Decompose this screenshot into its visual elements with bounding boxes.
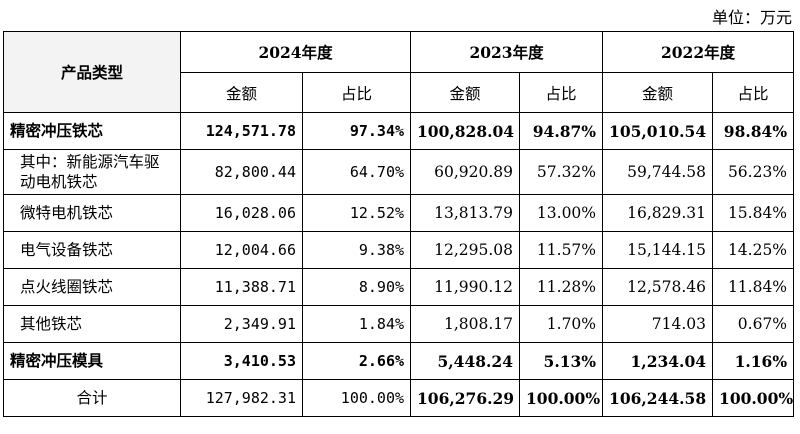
header-year-2022: 2022年度 (602, 31, 795, 73)
cell-ratio-2022: 56.23% (712, 149, 795, 195)
cell-ratio-2024: 8.90% (301, 268, 412, 306)
header-ratio-2023: 占比 (519, 72, 604, 113)
cell-ratio-2022: 15.84% (712, 194, 795, 232)
cell-amount-2024: 16,028.06 (180, 194, 303, 232)
header-amount-2024: 金额 (180, 72, 303, 113)
header-ratio-2022: 占比 (712, 72, 795, 113)
header-year-2024: 2024年度 (179, 31, 412, 73)
cell-amount-2024: 3,410.53 (180, 342, 303, 380)
cell-ratio-2023: 100.00% (519, 379, 604, 417)
table-row: 精密冲压铁芯 124,571.78 97.34% 100,828.04 94.8… (3, 112, 795, 150)
row-label: 微特电机铁芯 (3, 194, 181, 232)
row-label: 其他铁芯 (3, 305, 181, 343)
cell-amount-2023: 60,920.89 (410, 149, 521, 195)
table-row: 微特电机铁芯 16,028.06 12.52% 13,813.79 13.00%… (3, 194, 795, 232)
cell-ratio-2024: 2.66% (301, 342, 412, 380)
row-label: 其中：新能源汽车驱动电机铁芯 (3, 149, 181, 195)
cell-ratio-2024: 9.38% (301, 231, 412, 269)
cell-amount-2023: 106,276.29 (410, 379, 521, 417)
cell-amount-2023: 1,808.17 (410, 305, 521, 343)
cell-amount-2024: 2,349.91 (180, 305, 303, 343)
cell-ratio-2024: 12.52% (301, 194, 412, 232)
table-row: 其他铁芯 2,349.91 1.84% 1,808.17 1.70% 714.0… (3, 305, 795, 343)
row-label: 电气设备铁芯 (3, 231, 181, 269)
cell-ratio-2024: 100.00% (301, 379, 412, 417)
row-label: 合计 (3, 379, 181, 417)
cell-amount-2022: 1,234.04 (602, 342, 714, 380)
revenue-table: 产品类型 2024年度 2023年度 2022年度 金额 占比 金额 占比 金额… (3, 31, 795, 417)
cell-amount-2024: 124,571.78 (180, 112, 303, 150)
cell-amount-2022: 714.03 (602, 305, 714, 343)
cell-amount-2022: 59,744.58 (602, 149, 714, 195)
cell-amount-2023: 11,990.12 (410, 268, 521, 306)
table-row-total: 合计 127,982.31 100.00% 106,276.29 100.00%… (3, 379, 795, 417)
cell-ratio-2024: 1.84% (301, 305, 412, 343)
cell-ratio-2023: 5.13% (519, 342, 604, 380)
cell-ratio-2022: 11.84% (712, 268, 795, 306)
cell-amount-2022: 105,010.54 (602, 112, 714, 150)
row-label: 点火线圈铁芯 (3, 268, 181, 306)
table-row: 电气设备铁芯 12,004.66 9.38% 12,295.08 11.57% … (3, 231, 795, 269)
cell-amount-2024: 127,982.31 (180, 379, 303, 417)
unit-label: 单位：万元 (711, 8, 792, 27)
header-ratio-2024: 占比 (301, 72, 412, 113)
header-amount-2023: 金额 (410, 72, 521, 113)
cell-ratio-2023: 13.00% (519, 194, 604, 232)
row-label: 精密冲压铁芯 (3, 112, 181, 150)
table-row: 其中：新能源汽车驱动电机铁芯 82,800.44 64.70% 60,920.8… (3, 149, 795, 195)
cell-ratio-2024: 97.34% (301, 112, 412, 150)
cell-ratio-2023: 57.32% (519, 149, 604, 195)
cell-amount-2022: 16,829.31 (602, 194, 714, 232)
cell-ratio-2022: 1.16% (712, 342, 795, 380)
cell-ratio-2022: 100.00% (712, 379, 795, 417)
cell-ratio-2023: 11.28% (519, 268, 604, 306)
header-product-type: 产品类型 (3, 31, 181, 113)
cell-amount-2024: 82,800.44 (180, 149, 303, 195)
cell-amount-2023: 13,813.79 (410, 194, 521, 232)
header-year-2023: 2023年度 (410, 31, 604, 73)
cell-amount-2022: 106,244.58 (602, 379, 714, 417)
cell-ratio-2023: 1.70% (519, 305, 604, 343)
row-label: 精密冲压模具 (3, 342, 181, 380)
cell-ratio-2024: 64.70% (301, 149, 412, 195)
cell-amount-2022: 15,144.15 (602, 231, 714, 269)
cell-ratio-2022: 14.25% (712, 231, 795, 269)
cell-amount-2023: 5,448.24 (410, 342, 521, 380)
table-row: 精密冲压模具 3,410.53 2.66% 5,448.24 5.13% 1,2… (3, 342, 795, 380)
cell-ratio-2022: 98.84% (712, 112, 795, 150)
cell-amount-2022: 12,578.46 (602, 268, 714, 306)
cell-ratio-2022: 0.67% (712, 305, 795, 343)
header-amount-2022: 金额 (602, 72, 714, 113)
cell-ratio-2023: 11.57% (519, 231, 604, 269)
cell-amount-2023: 100,828.04 (410, 112, 521, 150)
cell-amount-2024: 12,004.66 (180, 231, 303, 269)
cell-amount-2023: 12,295.08 (410, 231, 521, 269)
cell-ratio-2023: 94.87% (519, 112, 604, 150)
table-row: 点火线圈铁芯 11,388.71 8.90% 11,990.12 11.28% … (3, 268, 795, 306)
cell-amount-2024: 11,388.71 (180, 268, 303, 306)
